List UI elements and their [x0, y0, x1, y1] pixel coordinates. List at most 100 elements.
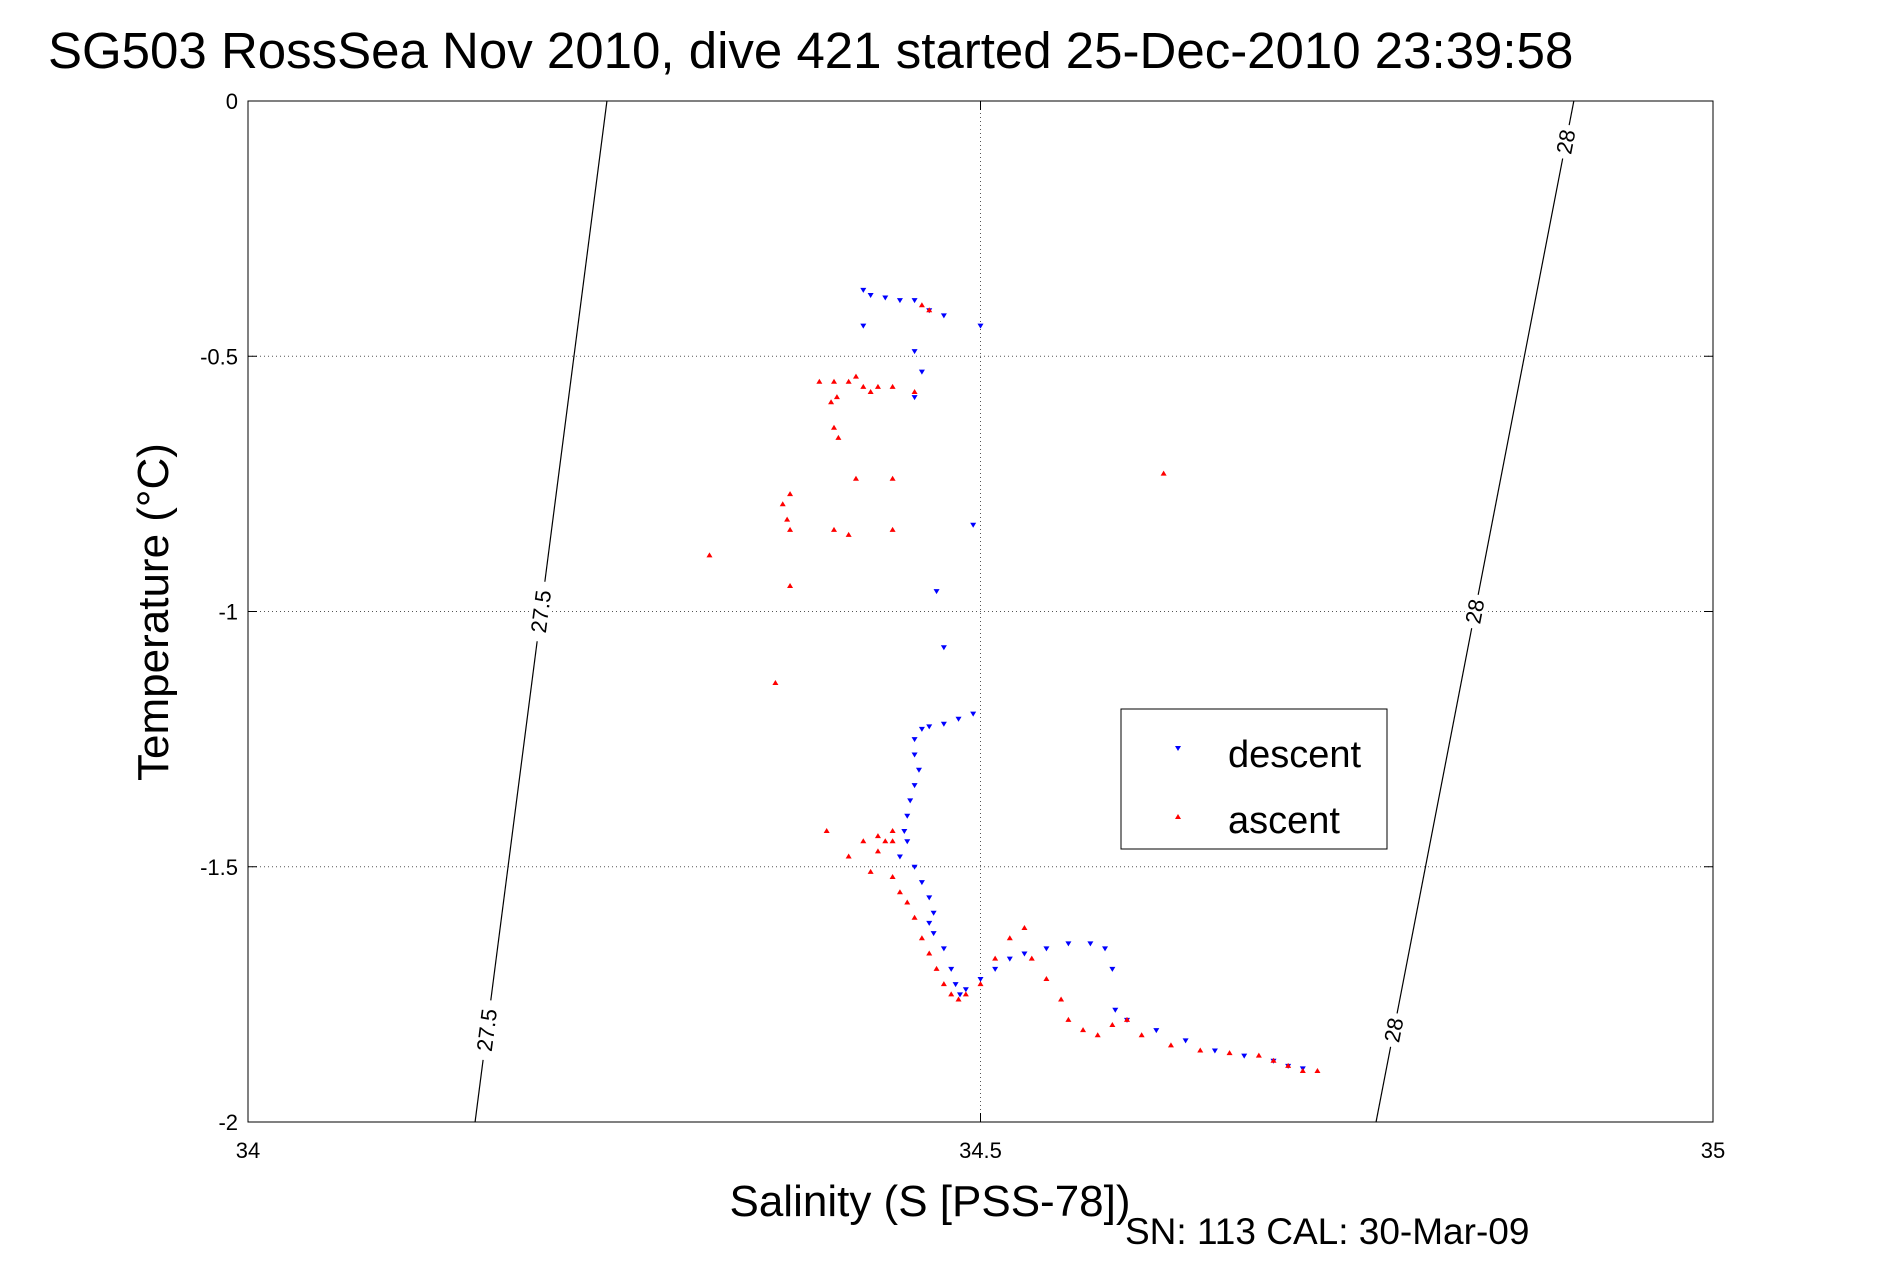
descent-point — [992, 966, 999, 972]
ascent-point — [845, 378, 852, 384]
ascent-point — [940, 981, 947, 987]
ascent-point — [816, 378, 823, 384]
descent-point — [911, 783, 918, 789]
ascent-point — [911, 388, 918, 394]
descent-point — [926, 724, 933, 730]
ascent-point — [1080, 1027, 1087, 1033]
y-tick-label: -2 — [218, 1110, 238, 1135]
y-tick-label: -1 — [218, 600, 238, 625]
ascent-point — [926, 950, 933, 956]
ascent-point — [1065, 1016, 1072, 1022]
isopycnal-label-bg — [1552, 123, 1579, 161]
descent-point — [882, 295, 889, 301]
descent-point — [860, 323, 867, 329]
ascent-point — [1226, 1050, 1233, 1056]
descent-point — [918, 369, 925, 375]
isopycnal-label-text: 28 — [1379, 1016, 1408, 1045]
ascent-point — [1028, 955, 1035, 961]
ascent-point — [860, 383, 867, 389]
descent-point — [896, 298, 903, 304]
x-tick-label: 34.5 — [959, 1138, 1002, 1163]
ascent-point — [955, 996, 962, 1002]
legend-descent-label: descent — [1228, 734, 1362, 776]
ascent-point — [926, 307, 933, 313]
ascent-point — [896, 889, 903, 895]
ascent-point — [882, 838, 889, 844]
descent-point — [977, 977, 984, 983]
series-ascent — [706, 302, 1321, 1073]
data-series — [706, 287, 1321, 1073]
isopycnal-label-bg — [473, 999, 501, 1062]
descent-point — [977, 323, 984, 329]
descent-point — [1112, 1007, 1119, 1013]
ascent-point — [874, 848, 881, 854]
ascent-point — [1197, 1047, 1204, 1053]
isopycnal-label: 28 — [1379, 1011, 1408, 1049]
grid — [248, 101, 1713, 1122]
ascent-point — [1006, 935, 1013, 941]
descent-point — [867, 292, 874, 298]
isopycnal-label: 28 — [1460, 592, 1490, 631]
descent-point — [952, 982, 959, 988]
descent-point — [926, 895, 933, 901]
ascent-point — [787, 526, 794, 532]
ascent-point — [852, 373, 859, 379]
ascent-point — [1167, 1042, 1174, 1048]
ascent-point — [977, 981, 984, 987]
isopycnal-label: 28 — [1551, 123, 1581, 161]
ascent-point — [779, 501, 786, 507]
descent-point — [1241, 1053, 1248, 1059]
ascent-point — [772, 679, 779, 685]
ascent-point — [1021, 925, 1028, 931]
series-descent — [860, 287, 1306, 1072]
ascent-point — [867, 388, 874, 394]
ascent-point — [867, 868, 874, 874]
descent-point — [911, 752, 918, 758]
descent-point — [1211, 1048, 1218, 1054]
ascent-point — [706, 552, 713, 558]
descent-point — [911, 298, 918, 304]
isopycnal-label-text: 27.5 — [472, 1007, 502, 1053]
descent-point — [940, 645, 947, 651]
x-axis-label: Salinity (S [PSS-78]) — [729, 1177, 1130, 1226]
ascent-point — [1124, 1016, 1130, 1022]
ascent-point — [1160, 470, 1167, 476]
descent-point — [955, 716, 962, 722]
ascent-point — [845, 853, 852, 859]
descent-point — [962, 987, 969, 993]
ascent-point — [852, 475, 859, 481]
y-tick-label: 0 — [226, 89, 238, 114]
descent-point — [930, 931, 937, 937]
isopycnal-label-text: 28 — [1460, 597, 1489, 626]
ascent-point — [874, 833, 881, 839]
footer-caption: SN: 113 CAL: 30-Mar-09 — [1125, 1211, 1529, 1252]
isopycnal-label-text: 28 — [1551, 127, 1580, 156]
ascent-point — [889, 838, 896, 844]
legend-descent-marker — [1175, 746, 1181, 751]
descent-point — [926, 920, 933, 926]
ascent-point — [860, 838, 867, 844]
descent-point — [907, 798, 914, 804]
ascent-point — [889, 475, 896, 481]
descent-point — [911, 737, 918, 743]
ascent-point — [874, 383, 881, 389]
ascent-point — [831, 378, 837, 384]
descent-point — [911, 349, 918, 355]
ascent-point — [889, 828, 896, 834]
descent-point — [1087, 941, 1094, 947]
ascent-point — [889, 873, 896, 879]
ascent-point — [1109, 1022, 1116, 1028]
descent-point — [918, 880, 925, 886]
descent-point — [1182, 1038, 1189, 1044]
descent-point — [956, 992, 963, 998]
descent-point — [1021, 951, 1028, 957]
y-tick-label: -0.5 — [200, 344, 238, 369]
y-axis-label: Temperature (°C) — [129, 443, 178, 781]
descent-point — [904, 813, 911, 819]
isopycnal-label-bg — [1380, 1011, 1407, 1049]
descent-point — [948, 966, 955, 972]
ascent-point — [1094, 1032, 1101, 1038]
descent-point — [970, 711, 977, 717]
ascent-point — [831, 424, 837, 430]
